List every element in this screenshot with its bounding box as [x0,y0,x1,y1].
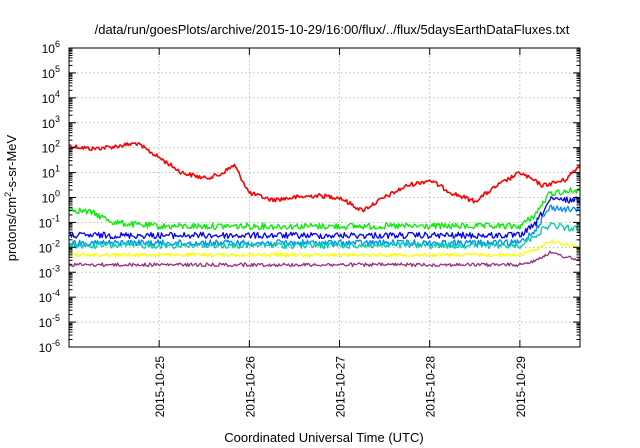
y-tick-label: 105 [42,64,60,81]
x-tick-label: 2015-10-29 [514,356,528,418]
series-group [68,141,581,268]
y-tick-label: 10-4 [39,288,60,305]
y-tick-label: 10-2 [39,238,60,255]
y-tick-label: 104 [42,89,60,106]
y-tick-label: 103 [42,114,60,131]
series-line [68,187,581,231]
y-tick-label: 102 [42,139,60,156]
x-axis-label: Coordinated Universal Time (UTC) [224,430,423,445]
y-tick-label: 100 [42,189,60,206]
y-tick-label: 10-3 [39,263,60,280]
x-tick-label: 2015-10-27 [334,356,348,418]
x-tick-label: 2015-10-26 [243,356,257,418]
y-tick-label: 10-1 [39,213,60,230]
y-tick-label: 10-6 [39,338,60,355]
x-tick-label: 2015-10-25 [153,356,167,418]
series-line [68,222,581,250]
y-tick-labels: 10-6 10-5 10-4 10-3 10-2 10-1 100 101 102 103 104 1… [39,39,60,355]
ticks [69,47,580,348]
series-line [68,196,581,240]
y-tick-label: 101 [42,164,60,181]
series-line [68,141,581,213]
series-line [68,239,581,258]
x-tick-label: 2015-10-28 [424,356,438,418]
x-tick-labels: 2015-10-25 2015-10-26 2015-10-27 2015-10-28… [153,356,528,418]
y-axis-label: protons/cm2-s-sr-MeV [3,134,19,261]
chart-title: /data/run/goesPlots/archive/2015-10-29/1… [95,22,570,37]
series-line [68,250,581,268]
y-tick-label: 10-5 [39,313,60,330]
y-tick-label: 106 [42,39,60,56]
